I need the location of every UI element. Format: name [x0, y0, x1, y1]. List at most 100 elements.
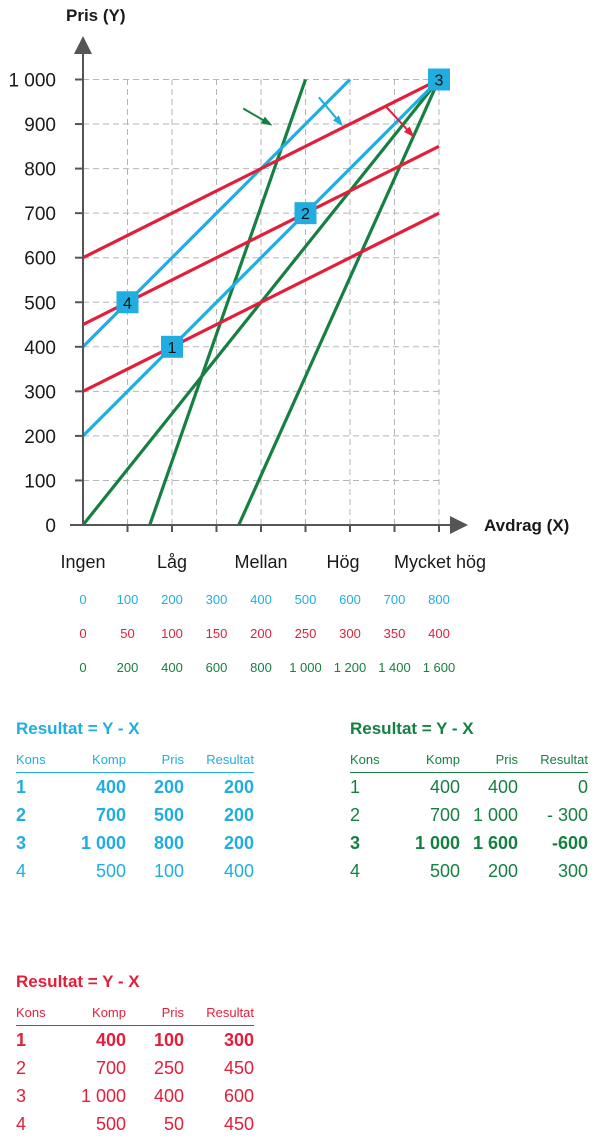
table-cell: 200: [153, 776, 184, 797]
x-scale-label: 800: [428, 592, 450, 607]
table-cell: 1: [16, 776, 27, 797]
table-row: 4 500 50 450: [16, 1110, 254, 1138]
table-header-row: Kons Komp Pris Resultat: [16, 999, 254, 1026]
x-scale-label: 400: [250, 592, 272, 607]
x-category-label: Låg: [157, 552, 187, 572]
table-cell: 0: [577, 776, 588, 797]
table-cell: 3: [16, 1085, 27, 1106]
table-cell: 4: [16, 860, 27, 881]
table-cell: 1 000: [80, 1085, 126, 1106]
table-cell: 200: [223, 776, 254, 797]
x-scale-rows: 0 100 200 300 400 500 600 700 800 0 50 100 150 200 250…: [79, 592, 455, 675]
blue-table-title: Resultat = Y - X: [16, 719, 140, 738]
series-line: [237, 78, 441, 526]
x-scale-label: 200: [161, 592, 183, 607]
marker-box: [116, 291, 139, 314]
x-scale-label: 150: [206, 626, 228, 641]
series-line: [82, 211, 440, 393]
markers: 1 2 3 4: [116, 68, 450, 358]
x-scale-label: 700: [384, 592, 406, 607]
shift-arrow-head: [332, 115, 344, 127]
table-row: 1 400 400 0: [350, 773, 588, 802]
x-scale-label: 800: [250, 660, 272, 675]
y-tick-label: 100: [24, 471, 56, 492]
table-cell: 3: [16, 832, 27, 853]
table-row: 4 500 200 300: [350, 857, 588, 885]
table-header-cell: Komp: [60, 999, 126, 1026]
table-cell: 1 000: [414, 832, 460, 853]
table-cell: 400: [223, 860, 254, 881]
table-cell: 700: [429, 804, 460, 825]
table-row: 1 400 200 200: [16, 773, 254, 802]
x-axis-arrow: [450, 516, 468, 534]
table-cell: 400: [95, 776, 126, 797]
series-line: [148, 78, 308, 526]
x-scale-label: 350: [384, 626, 406, 641]
green-result-table: Kons Komp Pris Resultat 1 400 400 0 2 700 1 000 - 3…: [350, 746, 588, 885]
series-line: [82, 78, 440, 260]
y-tick-label: 600: [24, 249, 56, 270]
table-cell: 1: [16, 1029, 27, 1050]
x-category-label: Hög: [326, 552, 359, 572]
table-cell: 4: [16, 1113, 27, 1134]
series-line: [81, 78, 441, 438]
x-scale-label: 1 000: [289, 660, 322, 675]
y-axis-title: Pris (Y): [66, 6, 126, 25]
marker-box: [294, 202, 317, 225]
table-cell: 500: [429, 860, 460, 881]
table-header-cell: Pris: [126, 999, 184, 1026]
table-header-cell: Resultat: [184, 999, 254, 1026]
table-cell: 500: [153, 804, 184, 825]
y-tick-label: 700: [24, 204, 56, 225]
x-category-label: Ingen: [60, 552, 105, 572]
table-cell: -600: [551, 832, 588, 853]
table-cell: 1 000: [80, 832, 126, 853]
table-row: 3 1 000 1 600 -600: [350, 829, 588, 857]
table-cell: 450: [223, 1113, 254, 1134]
y-tick-label: 800: [24, 160, 56, 181]
x-scale-label: 200: [117, 660, 139, 675]
table-row: 4 500 100 400: [16, 857, 254, 885]
x-scale-label: 400: [428, 626, 450, 641]
shift-arrow-head: [260, 116, 273, 126]
table-row: 2 700 1 000 - 300: [350, 801, 588, 829]
x-scale-label: 1 200: [334, 660, 367, 675]
x-scale-label: 400: [161, 660, 183, 675]
chart: Pris (Y) Avdrag (X) 01002003004005006007…: [8, 6, 569, 675]
table-cell: 700: [95, 804, 126, 825]
x-scale-label: 100: [161, 626, 183, 641]
table-cell: 4: [350, 860, 361, 881]
marker-label: 2: [301, 206, 310, 223]
table-header-row: Kons Komp Pris Resultat: [350, 746, 588, 773]
table-cell: 500: [95, 860, 126, 881]
x-scale-label: 0: [79, 626, 86, 641]
x-scale-label: 600: [206, 660, 228, 675]
table-cell: 2: [16, 1057, 27, 1078]
x-scale-label: 100: [117, 592, 139, 607]
table-cell: 50: [163, 1113, 184, 1134]
table-header-cell: Komp: [394, 746, 460, 773]
x-scale-label: 0: [79, 660, 86, 675]
marker-box: [428, 68, 450, 91]
marker-box: [161, 335, 183, 358]
table-cell: 200: [223, 832, 254, 853]
x-category-label: Mycket hög: [394, 552, 486, 572]
table-header-cell: Kons: [350, 746, 394, 773]
table-row: 2 700 250 450: [16, 1054, 254, 1082]
table-cell: 500: [95, 1113, 126, 1134]
x-scale-label: 1 600: [423, 660, 456, 675]
x-scale-label: 0: [79, 592, 86, 607]
table-cell: 200: [223, 804, 254, 825]
x-scale-label: 300: [206, 592, 228, 607]
table-row: 1 400 100 300: [16, 1026, 254, 1055]
table-header-cell: Kons: [16, 746, 60, 773]
shift-arrow-head: [403, 126, 415, 138]
table-cell: 300: [557, 860, 588, 881]
y-tick-labels: 0 100 200 300 400 500 600 700 800 900 1 000: [8, 71, 440, 537]
table-row: 3 1 000 400 600: [16, 1082, 254, 1110]
marker-label: 1: [168, 340, 177, 357]
axes: Pris (Y) Avdrag (X): [66, 6, 569, 535]
shift-arrows: [242, 96, 415, 138]
y-tick-label: 200: [24, 427, 56, 448]
table-row: 2 700 500 200: [16, 801, 254, 829]
